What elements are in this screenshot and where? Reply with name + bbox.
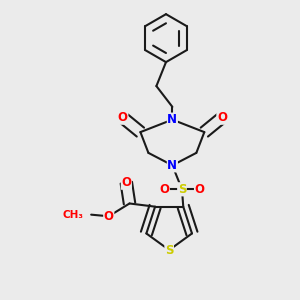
Text: O: O xyxy=(121,176,131,189)
Text: O: O xyxy=(159,183,170,196)
Text: S: S xyxy=(178,183,186,196)
Text: CH₃: CH₃ xyxy=(62,210,83,220)
Text: O: O xyxy=(217,111,227,124)
Text: O: O xyxy=(194,183,205,196)
Text: O: O xyxy=(118,111,128,124)
Text: N: N xyxy=(167,159,177,172)
Text: O: O xyxy=(104,210,114,223)
Text: N: N xyxy=(167,113,177,126)
Text: S: S xyxy=(165,244,173,256)
